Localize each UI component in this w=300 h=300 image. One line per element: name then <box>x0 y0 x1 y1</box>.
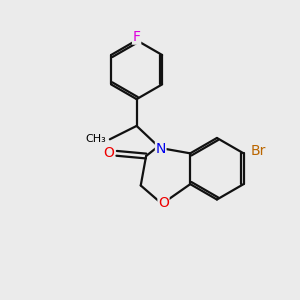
Text: O: O <box>158 196 169 210</box>
Text: O: O <box>103 146 114 160</box>
Text: Br: Br <box>250 144 266 158</box>
Text: N: N <box>155 142 166 156</box>
Text: F: F <box>133 30 141 44</box>
Text: CH₃: CH₃ <box>85 134 106 144</box>
